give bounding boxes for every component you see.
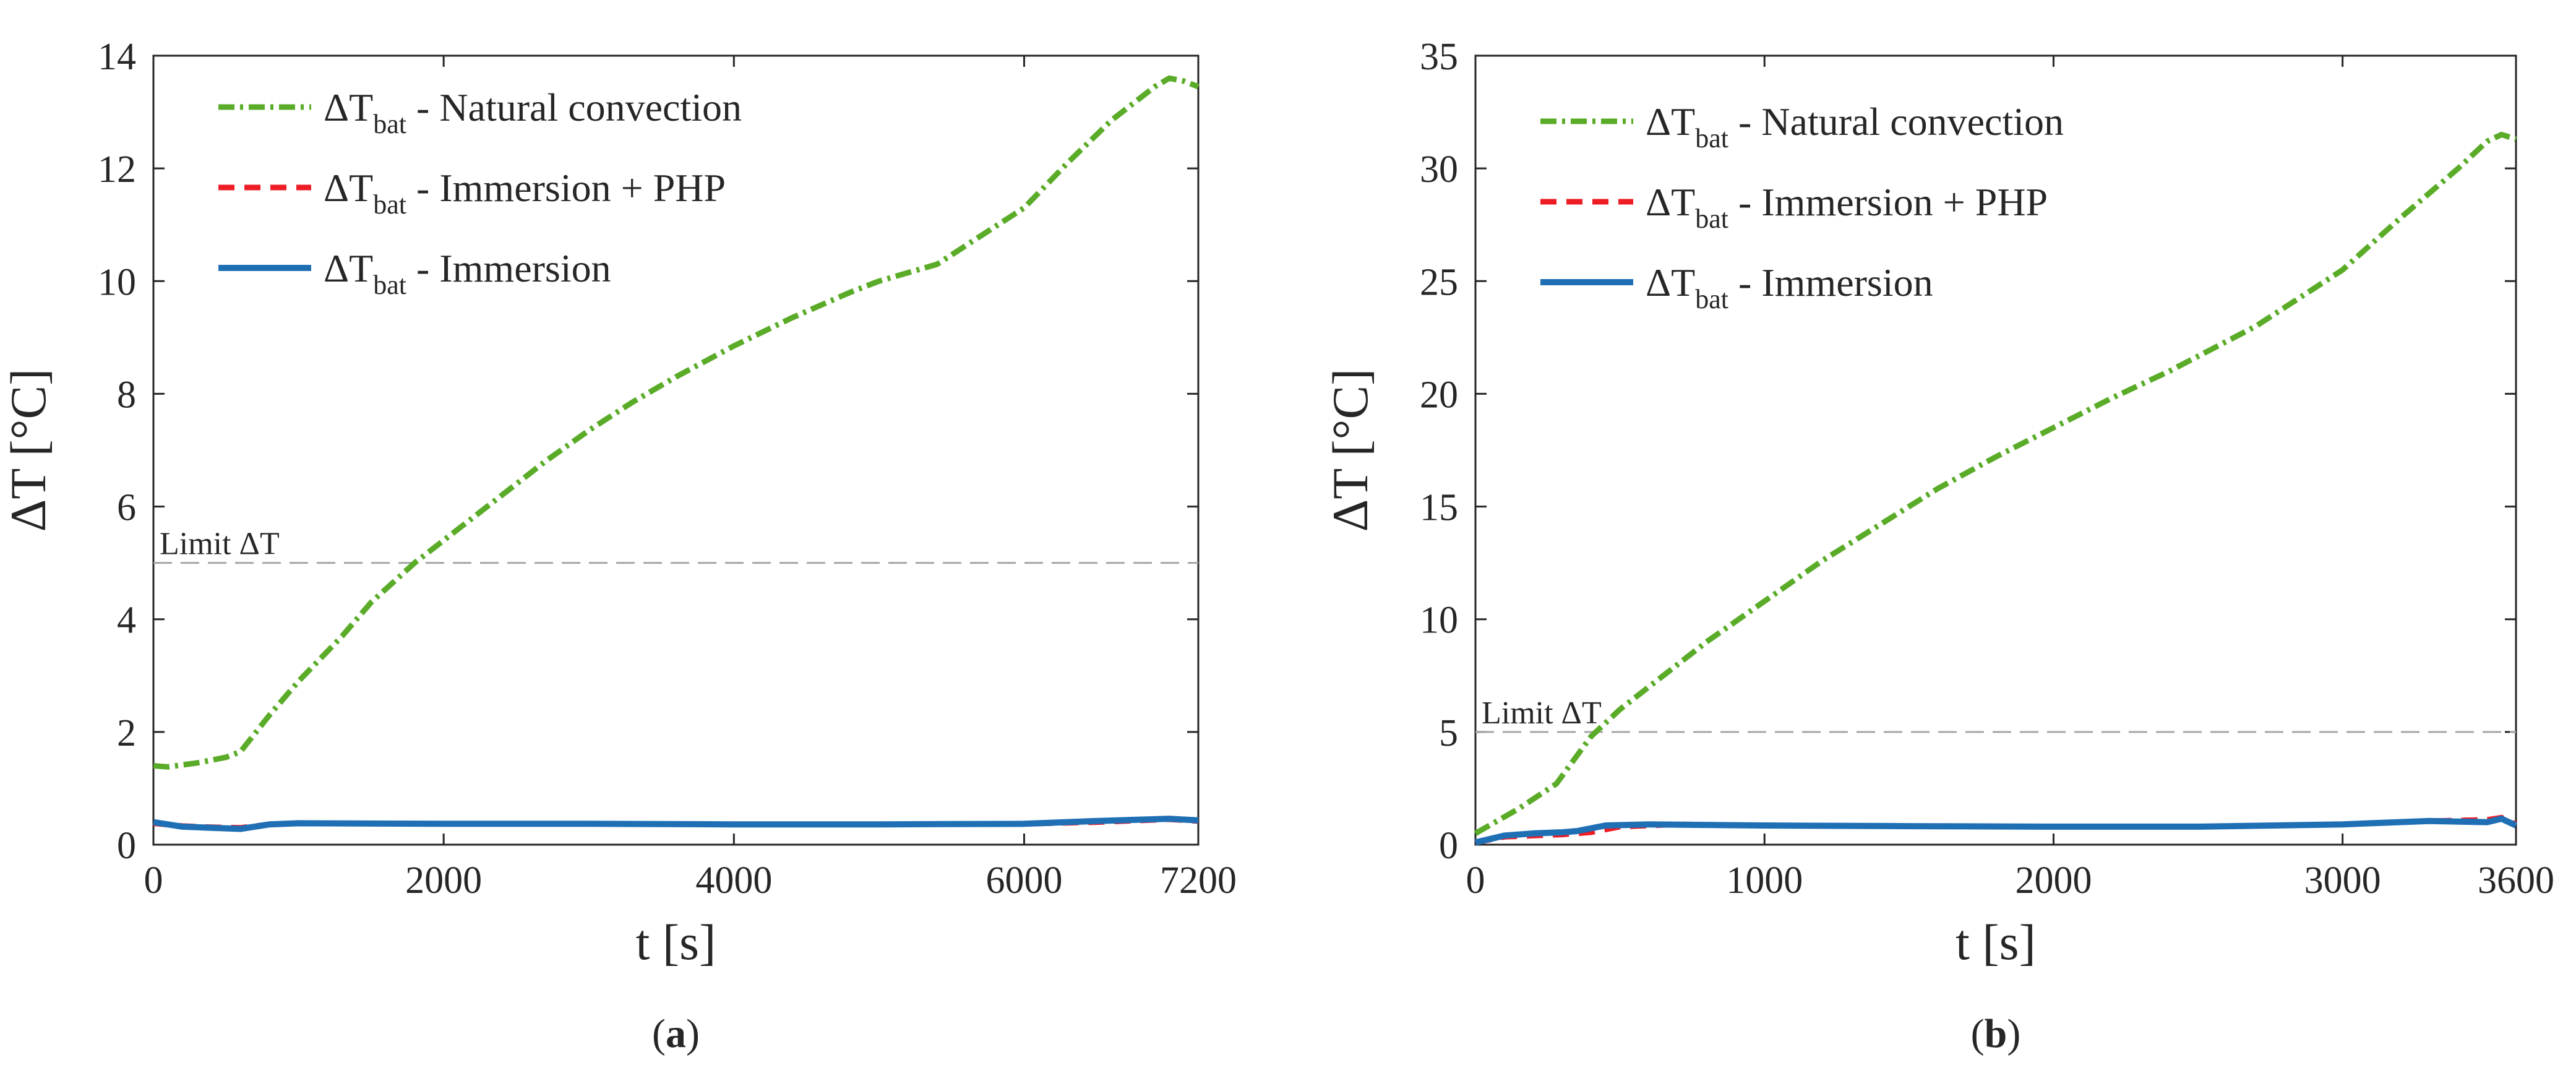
panel-letter: a (666, 1011, 686, 1056)
y-axis-label: ΔT [°C] (1322, 369, 1378, 532)
series-line-natural (153, 75, 1200, 770)
y-tick-label: 0 (1439, 825, 1458, 867)
y-axis-label-unit: [°C] (0, 369, 56, 457)
legend-subscript: bat (373, 109, 406, 139)
paren-open: ( (1971, 1011, 1985, 1056)
series-line-immersion (1474, 816, 2518, 846)
limit-label: Limit ΔT (1482, 696, 1602, 731)
paren-open: ( (652, 1011, 666, 1056)
y-tick-label: 5 (1439, 712, 1458, 754)
x-axis-label: t [s] (636, 914, 716, 970)
y-tick-label: 4 (117, 600, 136, 642)
legend-symbol: ΔT (324, 246, 373, 290)
legend-label: - Immersion (1728, 261, 1933, 304)
legend-subscript: bat (1695, 123, 1728, 153)
legend-symbol: ΔT (324, 166, 373, 210)
space (1322, 457, 1378, 470)
limit-label: Limit ΔT (160, 527, 280, 562)
y-axis-label-main: ΔT (1322, 469, 1378, 532)
series-line-natural (1474, 132, 2517, 836)
paren-close: ) (2007, 1011, 2020, 1056)
x-axis-label: t [s] (1956, 914, 2036, 970)
legend-symbol: ΔT (1646, 100, 1695, 144)
y-axis-label-main: ΔT (0, 469, 56, 532)
y-tick-label: 20 (1420, 374, 1458, 416)
y-tick-label: 2 (117, 712, 136, 754)
x-axis-label-main: t (636, 914, 650, 970)
legend-label: - Natural convection (1728, 100, 2064, 144)
legend-subscript: bat (1695, 204, 1728, 234)
y-axis-label: ΔT [°C] (0, 369, 56, 532)
y-tick-label: 0 (117, 825, 136, 867)
panel-letter: b (1985, 1011, 2007, 1056)
y-tick-label: 25 (1420, 261, 1458, 303)
series-line-immersion (153, 816, 1199, 832)
space (650, 914, 663, 970)
legend-subscript: bat (1695, 284, 1728, 314)
y-tick-label: 12 (98, 149, 136, 191)
x-tick-label: 3000 (2304, 860, 2381, 902)
plot-area (152, 54, 1200, 846)
space (1970, 914, 1983, 970)
legend-entry-php: ΔTbat - Immersion + PHP (1646, 180, 2048, 234)
legend-entry-natural: ΔTbat - Natural convection (1646, 100, 2064, 153)
legend-entry-immersion: ΔTbat - Immersion (324, 246, 611, 300)
legend-label: - Immersion (406, 246, 611, 290)
legend-subscript: bat (373, 270, 406, 300)
y-tick-label: 6 (117, 487, 136, 529)
legend-entry-php: ΔTbat - Immersion + PHP (324, 166, 726, 220)
legend-symbol: ΔT (1646, 180, 1695, 224)
x-tick-label: 6000 (986, 860, 1063, 902)
y-tick-label: 8 (117, 374, 136, 416)
x-axis-label-main: t (1956, 914, 1970, 970)
x-tick-label: 0 (144, 860, 163, 902)
x-tick-label: 1000 (1726, 860, 1803, 902)
legend-symbol: ΔT (324, 85, 373, 129)
legend-entry-natural: ΔTbat - Natural convection (324, 85, 742, 139)
legend-symbol: ΔT (1646, 261, 1695, 304)
y-tick-label: 10 (98, 261, 136, 303)
x-tick-label: 4000 (695, 860, 772, 902)
x-tick-label: 0 (1466, 860, 1485, 902)
y-tick-label: 35 (1420, 36, 1458, 78)
space (0, 457, 56, 470)
legend-subscript: bat (373, 189, 406, 220)
x-tick-label: 7200 (1160, 860, 1237, 902)
y-tick-label: 30 (1420, 149, 1458, 191)
x-axis-label-unit: [s] (1982, 914, 2036, 970)
legend-entry-immersion: ΔTbat - Immersion (1646, 261, 1933, 314)
y-tick-label: 15 (1420, 487, 1458, 529)
plot-area (1474, 54, 2517, 846)
legend-label: - Immersion + PHP (1728, 180, 2048, 224)
panel-b: 0 1000 2000 3000 3600 0 5 10 15 20 25 30 35 Limit ΔT Δ… (1322, 36, 2554, 1056)
legend-label: - Natural convection (406, 85, 742, 129)
x-tick-label: 2000 (2015, 860, 2092, 902)
x-tick-label: 2000 (405, 860, 482, 902)
panel-label: (a) (652, 1011, 700, 1056)
x-axis-label-unit: [s] (663, 914, 716, 970)
y-tick-label: 10 (1420, 600, 1458, 642)
y-tick-label: 14 (98, 36, 136, 78)
x-tick-label: 3600 (2478, 860, 2554, 902)
paren-close: ) (686, 1011, 700, 1056)
panel-label: (b) (1971, 1011, 2021, 1056)
y-axis-label-unit: [°C] (1322, 369, 1378, 457)
legend-label: - Immersion + PHP (406, 166, 726, 210)
